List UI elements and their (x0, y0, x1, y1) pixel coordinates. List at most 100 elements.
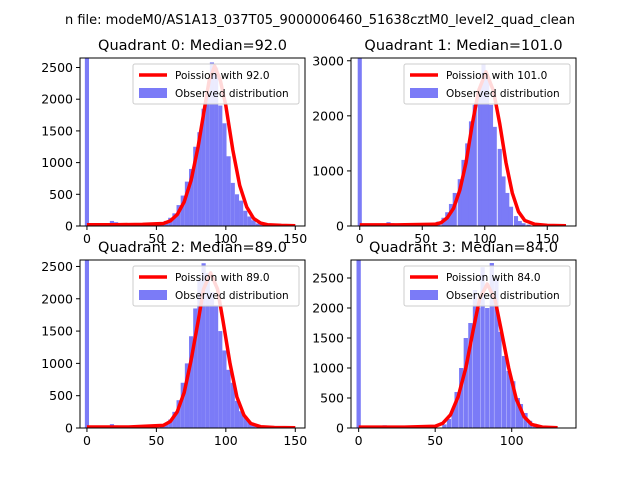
histogram-bar (526, 224, 531, 226)
legend-label-poisson: Poission with 84.0 (446, 272, 541, 284)
histogram-bar (489, 263, 494, 428)
histogram-bar (168, 419, 173, 428)
legend-label-observed: Observed distribution (446, 88, 560, 100)
x-tick-label: 150 (283, 433, 307, 448)
histogram-bar (461, 159, 466, 226)
legend-bar-swatch (139, 88, 167, 98)
histogram-bar (172, 213, 177, 226)
y-tick-label: 500 (320, 391, 344, 406)
y-tick-label: 500 (49, 187, 73, 202)
quadrant-panel-0: Quadrant 0: Median=92.00 50 100 15005001000… (41, 38, 307, 246)
histogram-bar (251, 220, 256, 226)
histogram-bar (193, 308, 198, 428)
y-tick-label: 2500 (41, 60, 73, 75)
legend-box (132, 63, 300, 105)
histogram-bar (472, 104, 477, 226)
histogram-bar (508, 206, 514, 226)
histogram-bar (457, 179, 462, 226)
panel-title: Quadrant 0: Median=92.0 (98, 38, 287, 54)
histogram-bar (230, 182, 235, 226)
histogram-bar (189, 168, 194, 226)
y-tick-label: 2000 (41, 92, 73, 107)
histogram-bar (501, 356, 507, 428)
legend-label-observed: Observed distribution (446, 290, 560, 302)
histogram-bar (451, 410, 456, 428)
histogram-bar (497, 148, 502, 226)
legend-label-poisson: Poission with 101.0 (446, 70, 547, 82)
histogram-bar (485, 308, 490, 428)
histogram-bar (84, 58, 90, 226)
histogram-bar (468, 323, 473, 428)
legend-label-poisson: Poission with 89.0 (175, 272, 270, 284)
histogram-bar (222, 123, 227, 226)
legend-bar-swatch (139, 290, 167, 300)
histogram-bar (459, 368, 464, 428)
histogram-bar (234, 194, 240, 226)
y-tick-label: 1000 (41, 356, 73, 371)
histogram-bar (492, 126, 497, 226)
x-tick-label: 50 (148, 231, 164, 246)
histogram-bar (193, 146, 198, 226)
legend: Poission with 101.0 Observed distribution (403, 63, 571, 105)
histogram-bar (477, 88, 482, 226)
legend-bar-swatch (410, 290, 438, 300)
histogram-bar (255, 223, 260, 226)
histogram-bar (209, 62, 215, 226)
y-tick-label: 1000 (312, 163, 344, 178)
histogram-bar (357, 58, 362, 226)
histogram-bar (515, 398, 520, 428)
histogram-bar (480, 267, 485, 428)
histogram-bar (481, 63, 486, 226)
histogram-bar (176, 400, 181, 428)
histogram-bar (189, 336, 194, 428)
histogram-bar (234, 400, 240, 428)
histogram-bar (205, 272, 210, 428)
legend: Poission with 84.0 Observed distribution (403, 265, 571, 307)
histogram-bar (511, 381, 516, 428)
histogram-bar (442, 424, 447, 428)
y-tick-label: 500 (49, 388, 73, 403)
x-tick-label: 100 (214, 433, 238, 448)
histogram-bar (214, 67, 219, 226)
quadrant-panel-3: Quadrant 3: Median=84.00 50 10005001000150… (312, 240, 577, 448)
y-tick-label: 1500 (41, 324, 73, 339)
histogram-bar (501, 176, 506, 226)
histogram-bar (247, 216, 252, 226)
histogram-bar (84, 260, 90, 428)
histogram-bar (472, 290, 478, 428)
histogram-bars (356, 260, 545, 428)
histogram-bar (214, 305, 219, 428)
y-tick-label: 0 (336, 219, 344, 234)
histogram-bar (218, 105, 223, 226)
histogram-bar (247, 421, 252, 428)
x-tick-label: 0 (356, 231, 364, 246)
histogram-bar (226, 156, 231, 226)
histogram-bar (218, 331, 223, 428)
figure-suptitle: n file: modeM0/AS1A13_037T05_9000006460_… (65, 13, 575, 28)
histogram-bar (454, 392, 459, 428)
legend-box (132, 265, 300, 307)
histogram-bar (463, 338, 468, 428)
histogram-bar (197, 279, 202, 428)
panel-title: Quadrant 1: Median=101.0 (364, 38, 562, 54)
histogram-bar (184, 181, 190, 226)
histogram-bar (180, 382, 185, 428)
histogram-bar (184, 363, 190, 428)
histogram-bar (205, 90, 210, 226)
histogram-bar (465, 143, 470, 226)
legend-bar-swatch (410, 88, 438, 98)
y-tick-label: 0 (65, 219, 73, 234)
x-tick-label: 100 (214, 231, 238, 246)
histogram-bar (180, 195, 185, 226)
x-tick-label: 150 (535, 231, 559, 246)
histogram-bar (494, 278, 499, 428)
y-tick-label: 3000 (312, 53, 344, 68)
y-tick-label: 2000 (312, 108, 344, 123)
histogram-bar (446, 419, 452, 428)
histogram-bar (243, 416, 248, 428)
histogram-bar (356, 260, 361, 428)
histogram-bar (497, 332, 502, 428)
legend-box (403, 265, 571, 307)
y-tick-label: 1500 (312, 331, 344, 346)
